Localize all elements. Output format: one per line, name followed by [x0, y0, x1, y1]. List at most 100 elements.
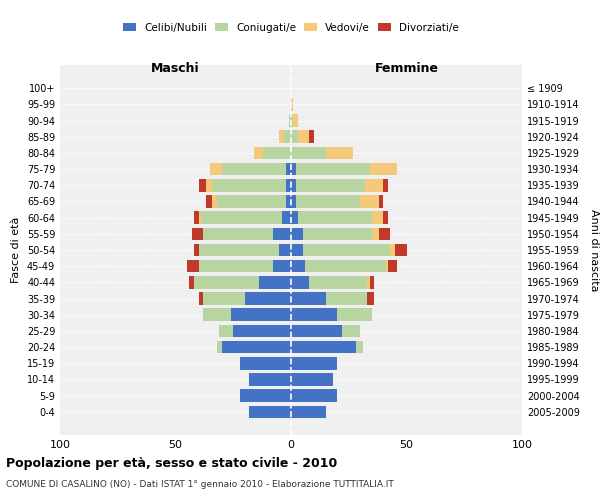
- Bar: [310, 130, 314, 143]
- Bar: [212, 179, 286, 192]
- Y-axis label: Anni di nascita: Anni di nascita: [589, 209, 599, 291]
- Bar: [210, 163, 222, 175]
- Bar: [282, 212, 291, 224]
- Bar: [291, 276, 310, 288]
- Bar: [206, 195, 212, 208]
- Bar: [240, 357, 291, 370]
- Bar: [217, 341, 222, 353]
- Bar: [291, 195, 296, 208]
- Bar: [203, 228, 272, 240]
- Bar: [302, 244, 391, 256]
- Bar: [326, 292, 367, 305]
- Bar: [296, 163, 370, 175]
- Bar: [289, 114, 291, 127]
- Bar: [310, 276, 367, 288]
- Bar: [203, 292, 245, 305]
- Bar: [360, 195, 379, 208]
- Bar: [280, 244, 291, 256]
- Bar: [272, 228, 291, 240]
- Bar: [272, 260, 291, 272]
- Bar: [212, 195, 217, 208]
- Bar: [245, 292, 291, 305]
- Bar: [372, 228, 379, 240]
- Bar: [293, 114, 298, 127]
- Bar: [263, 146, 291, 159]
- Bar: [199, 260, 272, 272]
- Bar: [386, 260, 388, 272]
- Bar: [388, 260, 397, 272]
- Bar: [305, 260, 386, 272]
- Bar: [379, 228, 391, 240]
- Bar: [191, 228, 203, 240]
- Bar: [199, 212, 201, 224]
- Bar: [233, 324, 291, 337]
- Bar: [367, 276, 370, 288]
- Bar: [291, 308, 337, 321]
- Bar: [250, 373, 291, 386]
- Bar: [298, 212, 372, 224]
- Bar: [206, 179, 212, 192]
- Bar: [220, 324, 233, 337]
- Bar: [291, 373, 332, 386]
- Bar: [250, 406, 291, 418]
- Bar: [254, 146, 263, 159]
- Bar: [370, 163, 397, 175]
- Bar: [298, 130, 310, 143]
- Bar: [190, 276, 194, 288]
- Bar: [391, 244, 395, 256]
- Bar: [240, 390, 291, 402]
- Y-axis label: Fasce di età: Fasce di età: [11, 217, 21, 283]
- Bar: [194, 212, 199, 224]
- Bar: [199, 179, 206, 192]
- Bar: [291, 114, 293, 127]
- Bar: [280, 130, 284, 143]
- Bar: [367, 292, 374, 305]
- Bar: [199, 292, 203, 305]
- Bar: [187, 260, 199, 272]
- Text: Maschi: Maschi: [151, 62, 200, 75]
- Legend: Celibi/Nubili, Coniugati/e, Vedovi/e, Divorziati/e: Celibi/Nubili, Coniugati/e, Vedovi/e, Di…: [119, 18, 463, 36]
- Bar: [383, 179, 388, 192]
- Bar: [222, 163, 286, 175]
- Bar: [222, 341, 291, 353]
- Bar: [199, 244, 280, 256]
- Bar: [194, 244, 199, 256]
- Bar: [217, 195, 286, 208]
- Bar: [395, 244, 407, 256]
- Bar: [291, 357, 337, 370]
- Text: Popolazione per età, sesso e stato civile - 2010: Popolazione per età, sesso e stato civil…: [6, 458, 337, 470]
- Bar: [365, 179, 383, 192]
- Bar: [291, 163, 296, 175]
- Bar: [291, 98, 293, 110]
- Bar: [370, 276, 374, 288]
- Bar: [291, 324, 342, 337]
- Bar: [291, 146, 326, 159]
- Bar: [342, 324, 360, 337]
- Bar: [379, 195, 383, 208]
- Bar: [203, 308, 231, 321]
- Bar: [296, 195, 360, 208]
- Bar: [291, 130, 298, 143]
- Bar: [291, 244, 302, 256]
- Bar: [356, 341, 362, 353]
- Bar: [201, 212, 282, 224]
- Bar: [286, 179, 291, 192]
- Text: Femmine: Femmine: [374, 62, 439, 75]
- Bar: [284, 130, 291, 143]
- Bar: [302, 228, 372, 240]
- Bar: [383, 212, 388, 224]
- Bar: [291, 390, 337, 402]
- Bar: [231, 308, 291, 321]
- Bar: [291, 292, 326, 305]
- Bar: [291, 260, 305, 272]
- Bar: [291, 341, 356, 353]
- Text: COMUNE DI CASALINO (NO) - Dati ISTAT 1° gennaio 2010 - Elaborazione TUTTITALIA.I: COMUNE DI CASALINO (NO) - Dati ISTAT 1° …: [6, 480, 394, 489]
- Bar: [291, 212, 298, 224]
- Bar: [259, 276, 291, 288]
- Bar: [291, 228, 302, 240]
- Bar: [286, 195, 291, 208]
- Bar: [286, 163, 291, 175]
- Bar: [326, 146, 353, 159]
- Bar: [291, 179, 296, 192]
- Bar: [337, 308, 372, 321]
